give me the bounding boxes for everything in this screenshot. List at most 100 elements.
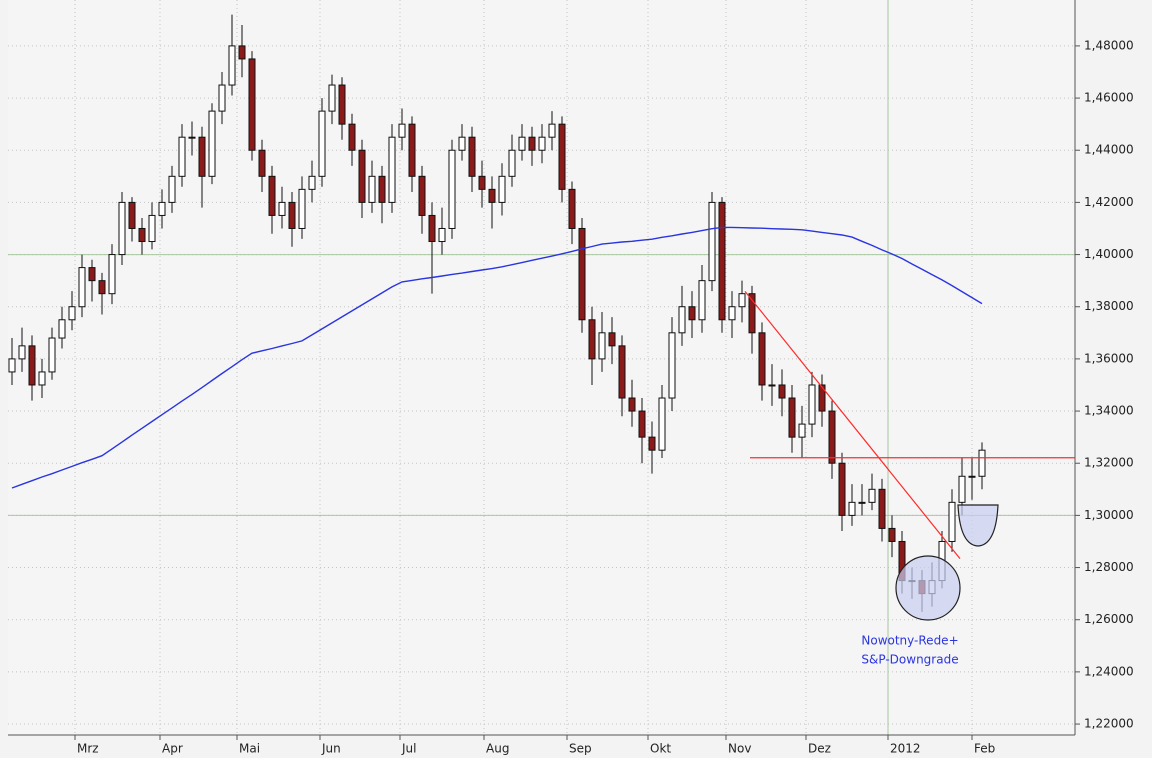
y-tick-label: 1,42000	[1084, 195, 1134, 209]
candle-body	[828, 410, 836, 464]
candle-body	[868, 488, 876, 503]
candle-body	[738, 293, 746, 308]
candle-body	[978, 449, 986, 477]
plot-area	[8, 0, 1075, 735]
candle-body	[588, 319, 596, 360]
candle-body	[368, 175, 376, 203]
candle-body	[508, 149, 516, 177]
candle-body	[478, 175, 486, 190]
y-tick-label: 1,46000	[1084, 91, 1134, 105]
y-tick-label: 1,32000	[1084, 456, 1134, 470]
candle-body	[748, 293, 756, 334]
candle-body	[768, 384, 776, 387]
x-tick-label: Apr	[162, 742, 183, 756]
x-tick-label: Mai	[239, 742, 260, 756]
candle-body	[378, 175, 386, 203]
candle-body	[8, 358, 16, 373]
candle-body	[68, 306, 76, 321]
candle-body	[628, 397, 636, 412]
candle-body	[958, 475, 966, 503]
candle-body	[248, 58, 256, 151]
candle-body	[128, 201, 136, 229]
x-tick-label: Dez	[808, 742, 831, 756]
candle-body	[488, 188, 496, 203]
candle-body	[668, 332, 676, 399]
y-tick-label: 1,36000	[1084, 351, 1134, 365]
candle-body	[408, 123, 416, 177]
y-tick-label: 1,26000	[1084, 612, 1134, 626]
candle-body	[448, 149, 456, 229]
y-tick-label: 1,44000	[1084, 143, 1134, 157]
candle-body	[578, 227, 586, 321]
candle-body	[418, 175, 426, 216]
candle-body	[688, 306, 696, 321]
x-tick-label: Aug	[486, 742, 509, 756]
candle-body	[468, 136, 476, 177]
candle-body	[148, 214, 156, 243]
candle-body	[798, 423, 806, 438]
candle-body	[188, 136, 196, 139]
candle-body	[498, 175, 506, 203]
candle-body	[228, 45, 236, 86]
candle-body	[238, 45, 246, 60]
y-tick-label: 1,28000	[1084, 560, 1134, 574]
candle-body	[658, 397, 666, 451]
candle-body	[198, 136, 206, 177]
annotation: Nowotny-Rede+	[861, 634, 958, 648]
candle-body	[38, 371, 46, 386]
y-tick-label: 1,48000	[1084, 38, 1134, 52]
candle-body	[558, 123, 566, 190]
y-tick-label: 1,38000	[1084, 299, 1134, 313]
candle-body	[28, 345, 36, 386]
candle-body	[528, 136, 536, 151]
candle-body	[338, 84, 346, 125]
candle-body	[358, 149, 366, 203]
candle-body	[728, 306, 736, 321]
y-tick-label: 1,34000	[1084, 404, 1134, 418]
candle-body	[598, 332, 606, 360]
annotation: S&P-Downgrade	[861, 653, 958, 667]
candle-body	[858, 501, 866, 504]
candle-body	[158, 201, 166, 216]
candle-body	[178, 136, 186, 177]
highlight-circle	[895, 555, 961, 621]
candle-body	[208, 110, 216, 177]
candle-body	[388, 136, 396, 203]
candle-body	[618, 345, 626, 399]
y-tick-label: 1,24000	[1084, 664, 1134, 678]
candle-body	[638, 410, 646, 438]
x-tick-label: Okt	[650, 742, 671, 756]
candle-body	[298, 188, 306, 229]
x-tick-label: Mrz	[77, 742, 99, 756]
candle-body	[88, 267, 96, 282]
candle-body	[778, 384, 786, 399]
trendline	[744, 290, 961, 560]
candle-body	[758, 332, 766, 386]
candle-body	[48, 337, 56, 373]
candle-body	[278, 201, 286, 216]
highlight-ellipse	[957, 504, 999, 547]
moving-average	[11, 226, 983, 489]
candle-body	[428, 214, 436, 243]
candle-body	[838, 462, 846, 516]
candle-body	[98, 280, 106, 295]
candle-body	[218, 84, 226, 112]
candle-body	[78, 267, 86, 308]
y-tick-label: 1,30000	[1084, 508, 1134, 522]
x-tick-label: Jun	[321, 742, 341, 756]
candle-body	[878, 488, 886, 529]
candle-body	[518, 136, 526, 151]
candle-body	[318, 110, 326, 177]
candle-body	[168, 175, 176, 203]
x-tick-label: 2012	[890, 742, 921, 756]
x-tick-label: Sep	[569, 742, 592, 756]
candle-body	[678, 306, 686, 334]
x-tick-label: Feb	[974, 742, 995, 756]
candle-body	[848, 501, 856, 516]
candle-body	[538, 136, 546, 151]
candle-body	[718, 201, 726, 321]
candle-body	[648, 436, 656, 451]
candle-body	[108, 254, 116, 295]
candle-body	[18, 345, 26, 360]
candle-body	[568, 188, 576, 229]
